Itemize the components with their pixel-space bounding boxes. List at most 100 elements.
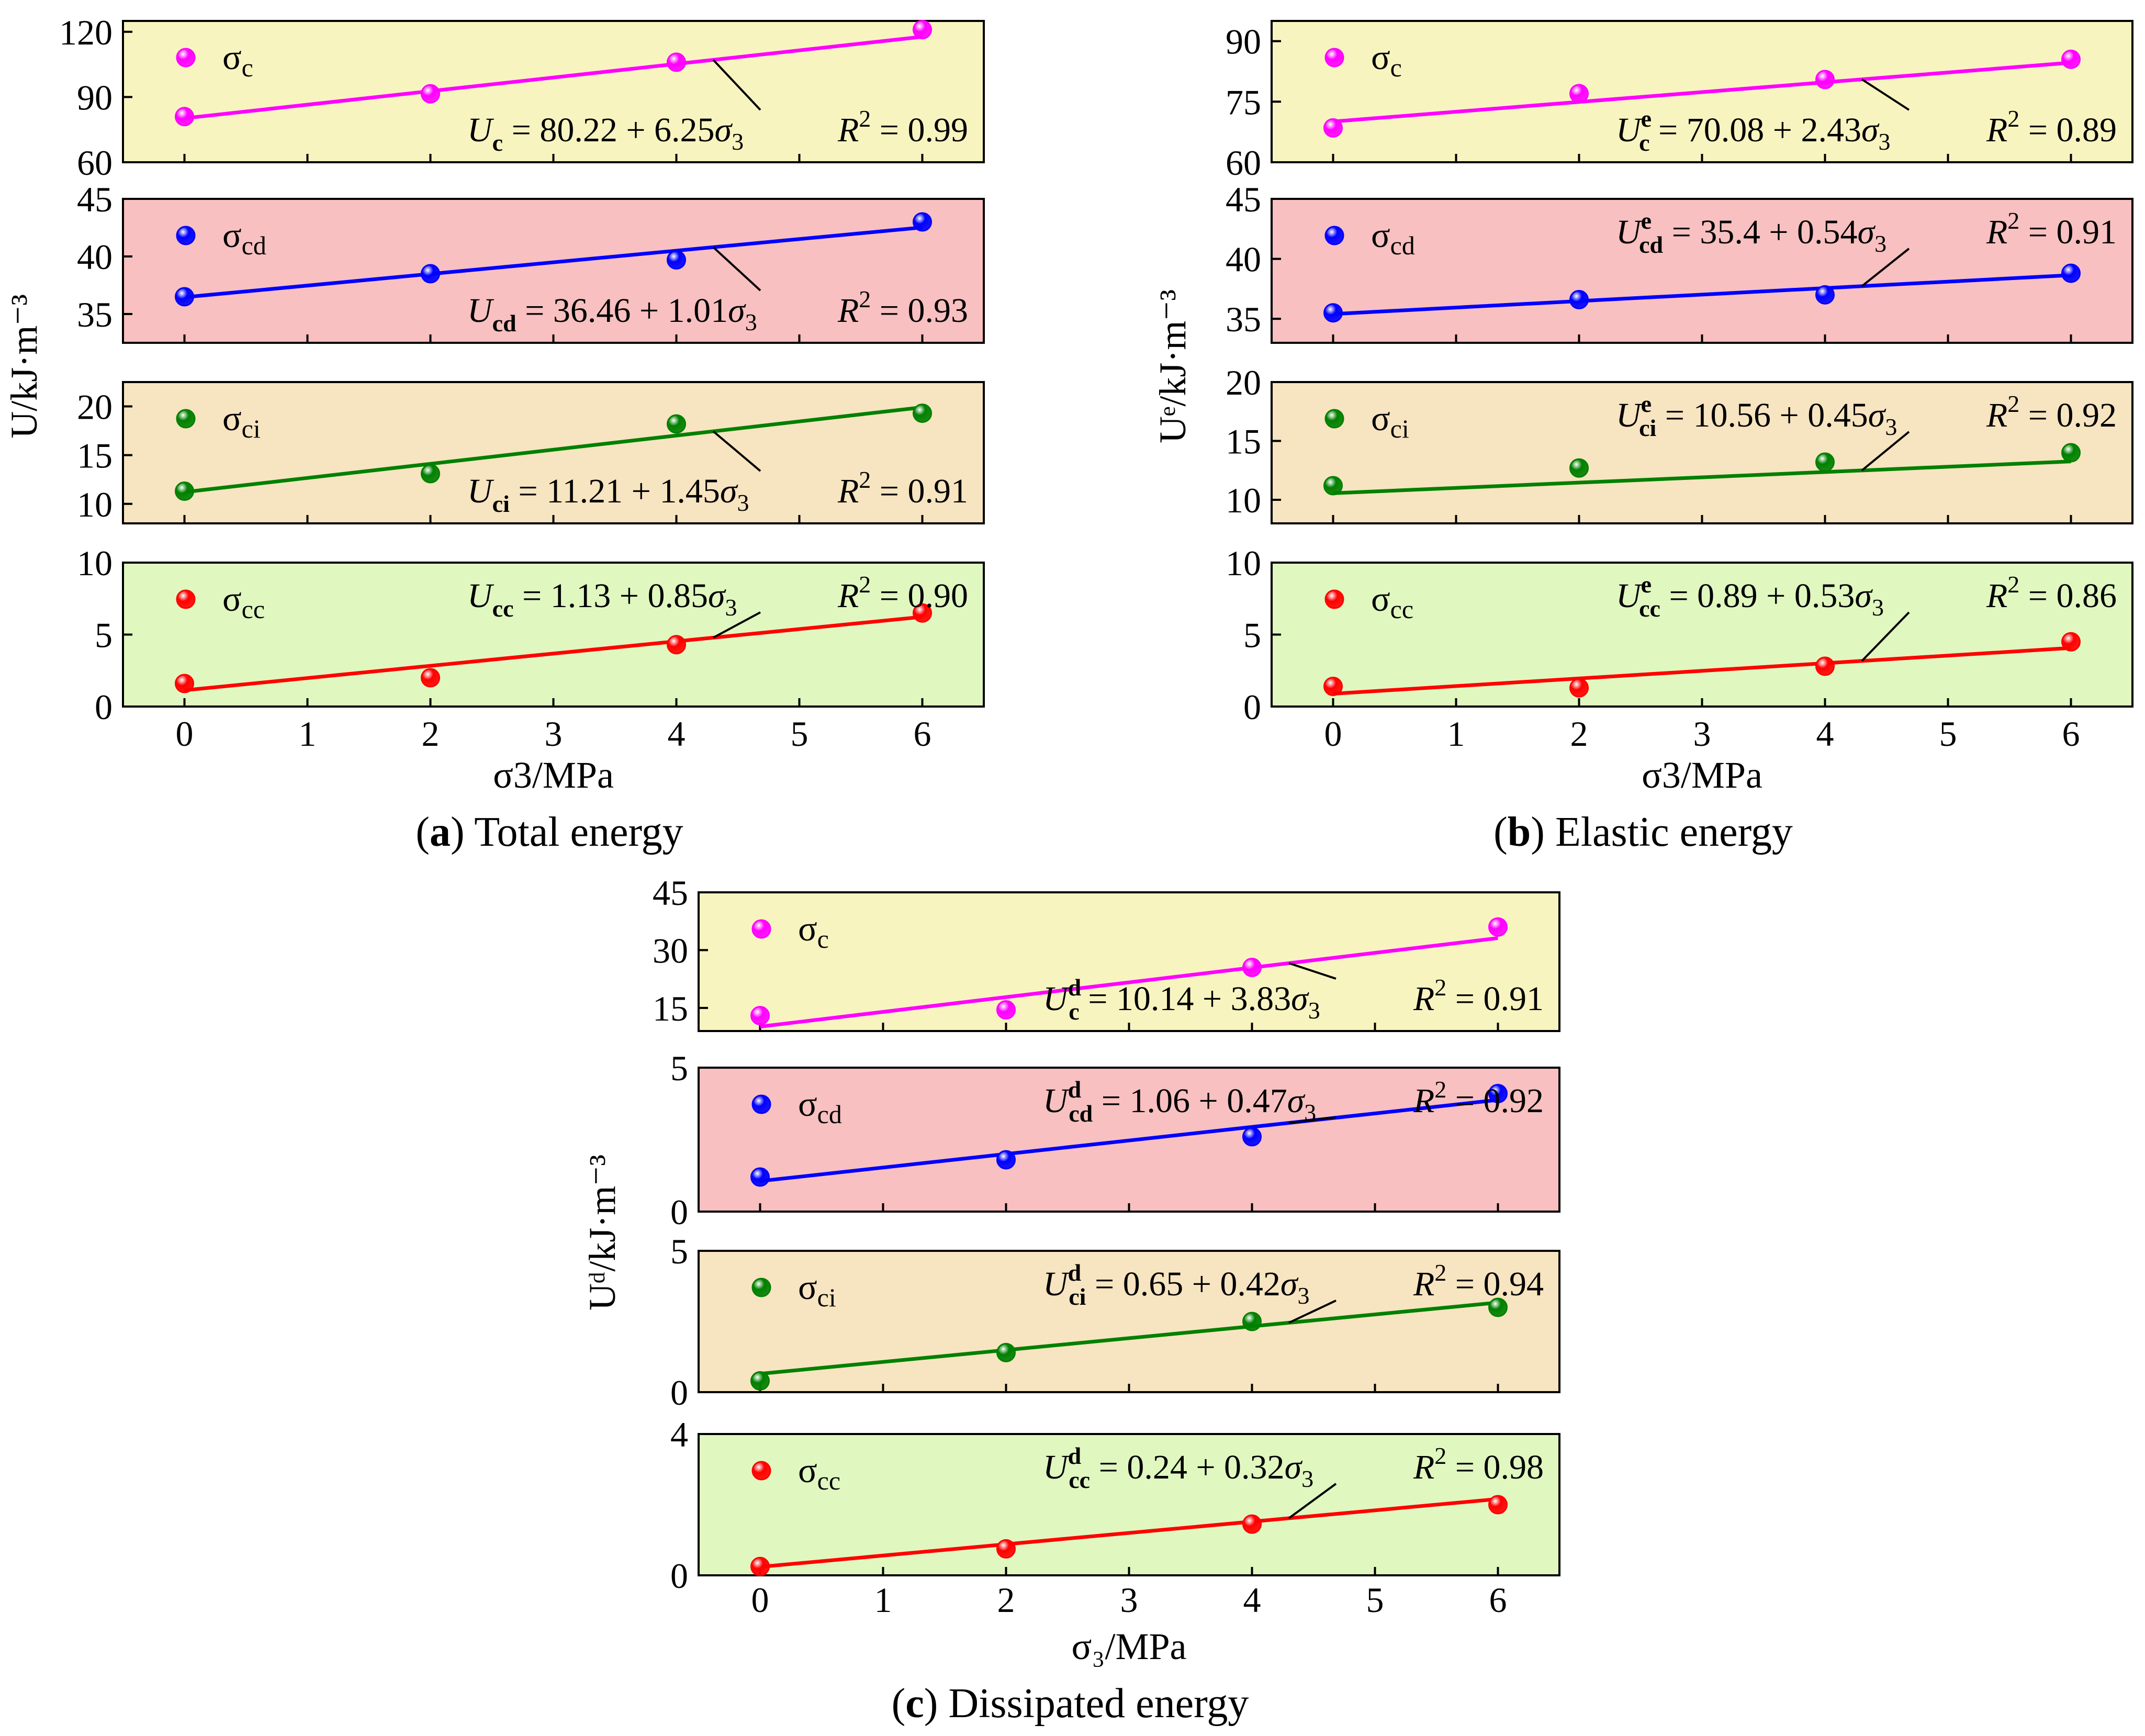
legend-label: σcc (1371, 579, 1413, 624)
y-tick-label: 35 (77, 295, 113, 334)
data-point (1323, 303, 1343, 323)
legend-marker (176, 409, 196, 429)
r-squared: R2 = 0.91 (1986, 207, 2117, 251)
data-point (1815, 70, 1835, 89)
x-tick-label: 0 (176, 714, 194, 754)
legend-label: σcc (798, 1450, 840, 1495)
x-tick-label: 2 (1570, 714, 1588, 754)
y-tick-label: 10 (1226, 480, 1261, 520)
r-squared: R2 = 0.86 (1986, 571, 2117, 615)
legend-label: σcd (798, 1084, 842, 1129)
r-squared: R2 = 0.91 (837, 466, 968, 510)
data-point (1488, 1084, 1508, 1103)
y-tick-label: 0 (670, 1556, 688, 1596)
y-tick-label: 10 (1226, 543, 1261, 583)
fit-line (184, 405, 923, 494)
y-tick-label: 120 (59, 13, 113, 52)
plot-area (698, 1250, 1560, 1393)
plot-area (698, 1433, 1560, 1576)
legend-label: σci (222, 398, 261, 443)
y-tick-label: 90 (1226, 22, 1261, 62)
data-point (175, 481, 194, 501)
y-tick-label: 5 (1243, 615, 1261, 655)
data-point (1815, 452, 1835, 472)
data-point (175, 107, 194, 127)
equation-pointer (1861, 611, 1910, 662)
legend-label: σci (1371, 398, 1409, 443)
x-tick-label: 1 (1447, 714, 1465, 754)
x-tick-label: 2 (422, 714, 440, 754)
data-point (1488, 917, 1508, 937)
caption-b: (b) Elastic energy (1493, 809, 1793, 855)
y-tick-label: 4 (670, 1415, 688, 1454)
caption-a: (a) Total energy (415, 809, 683, 855)
y-tick-label: 45 (653, 873, 688, 913)
x-tick-label: 0 (751, 1580, 769, 1620)
equation-pointer (713, 611, 761, 639)
y-tick-label: 5 (95, 615, 113, 655)
subplot-a-sigma-ci: 10 15 20 σci Uci = 11.21 + 1.45σ3 R2 = 0.91 (77, 381, 985, 524)
x-tick-label: 1 (874, 1580, 892, 1620)
fit-line (1333, 460, 2071, 495)
x-tick-label: 2 (997, 1580, 1015, 1620)
x-axis-label: σ₃/MPa (1072, 1626, 1187, 1667)
y-tick-label: 0 (95, 687, 113, 727)
y-tick-label: 15 (1226, 422, 1261, 462)
subplot-b-sigma-cd: 35 40 45 σcd Ue cd = 35.4 + 0.54σ3 R2 = 0.91 (1226, 180, 2133, 344)
y-tick-label: 45 (77, 180, 113, 219)
x-tick-label: 6 (914, 714, 931, 754)
y-tick-label: 60 (1226, 143, 1261, 183)
y-tick-label: 40 (1226, 240, 1261, 279)
y-tick-label: 0 (1243, 687, 1261, 727)
equation-pointer (712, 430, 761, 472)
legend-marker (1324, 48, 1344, 68)
data-point (1569, 678, 1589, 698)
fit-line (1333, 646, 2071, 696)
data-point (421, 464, 440, 484)
x-tick-label: 3 (1120, 1580, 1138, 1620)
y-tick-label: 10 (77, 485, 113, 524)
subplot-a-sigma-c: 60 90 120 σc Uc = 80.22 + 6.25σ3 R2 = 0.99 (59, 13, 985, 183)
legend-label: σc (222, 37, 253, 82)
fit-equation: Ue ci = 10.56 + 0.45σ3 (1616, 390, 1897, 441)
x-tick-label: 5 (1366, 1580, 1384, 1620)
data-point (175, 287, 194, 307)
r-squared: R2 = 0.92 (1413, 1076, 1544, 1120)
data-point (2061, 632, 2081, 652)
data-point (2061, 263, 2081, 283)
equation-pointer (1861, 248, 1910, 287)
x-tick-label: 5 (791, 714, 808, 754)
data-point (1242, 1514, 1262, 1534)
equation-pointer (712, 59, 761, 111)
r-squared: R2 = 0.98 (1413, 1442, 1544, 1486)
data-point (750, 1167, 770, 1187)
data-point (913, 212, 932, 232)
r-squared: R2 = 0.99 (837, 105, 968, 149)
y-tick-label: 5 (670, 1231, 688, 1271)
subplot-c-sigma-cd: 0 5 σcd Ud cd = 1.06 + 0.47σ3 R2 = 0.92 (670, 1048, 1560, 1232)
y-tick-label: 75 (1226, 82, 1261, 122)
data-point (1323, 476, 1343, 496)
legend-marker (1324, 409, 1344, 429)
data-point (913, 404, 932, 423)
x-tick-label: 6 (1489, 1580, 1507, 1620)
fit-equation: Ud ci = 0.65 + 0.42σ3 (1043, 1259, 1309, 1310)
y-tick-label: 20 (1226, 363, 1261, 402)
plot-area (1271, 198, 2133, 344)
y-tick-label: 30 (653, 931, 688, 970)
data-point (667, 635, 686, 655)
data-point (913, 20, 932, 40)
fit-equation: Uc = 80.22 + 6.25σ3 (467, 111, 744, 156)
legend-marker (751, 919, 771, 939)
equation-pointer (1288, 1300, 1337, 1324)
plot-area (122, 198, 985, 344)
caption-c: (c) Dissipated energy (891, 1681, 1249, 1727)
y-tick-label: 0 (670, 1192, 688, 1232)
data-point (750, 1556, 770, 1576)
legend-label: σc (798, 909, 829, 954)
equation-pointer (1288, 962, 1337, 980)
y-tick-label: 45 (1226, 180, 1261, 219)
plot-area (122, 381, 985, 524)
data-point (750, 1006, 770, 1026)
